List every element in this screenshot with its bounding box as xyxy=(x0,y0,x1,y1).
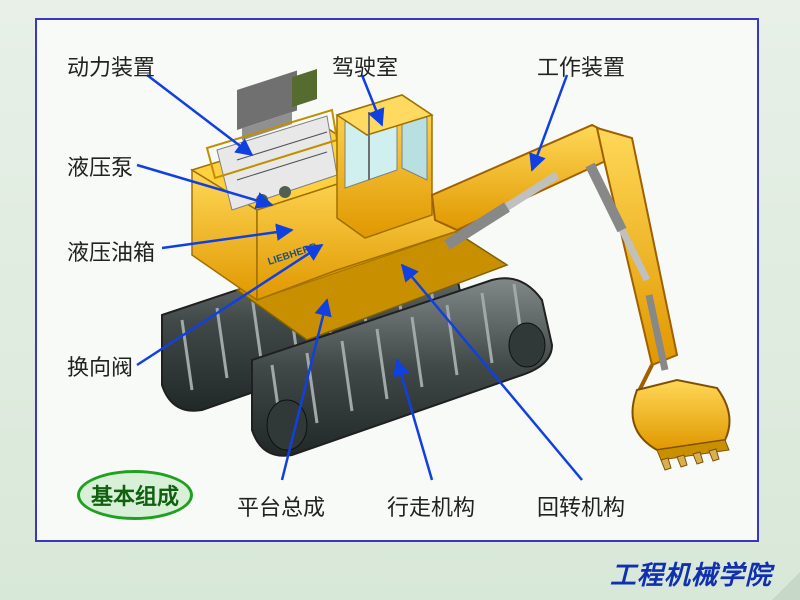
corner-fold-decoration xyxy=(772,572,800,600)
title-badge: 基本组成 xyxy=(77,470,193,520)
label-platform: 平台总成 xyxy=(237,490,325,522)
label-hydraulic-pump: 液压泵 xyxy=(67,150,133,182)
footer-text: 工程机械学院 xyxy=(610,555,772,592)
excavator-illustration: LIEBHERR xyxy=(37,20,757,540)
diagram-frame: LIEBHERR 动力装置 驾驶室 工作装置 液压泵 液压油箱 换向阀 平台总成… xyxy=(35,18,759,542)
label-work-device: 工作装置 xyxy=(537,50,625,82)
label-cab: 驾驶室 xyxy=(332,50,398,82)
label-travel: 行走机构 xyxy=(387,490,475,522)
pointer-lines xyxy=(37,20,757,540)
label-slewing: 回转机构 xyxy=(537,490,625,522)
title-badge-text: 基本组成 xyxy=(91,479,179,511)
label-power-unit: 动力装置 xyxy=(67,50,155,82)
svg-text:LIEBHERR: LIEBHERR xyxy=(267,241,320,267)
label-direction-valve: 换向阀 xyxy=(67,350,133,382)
label-hydraulic-tank: 液压油箱 xyxy=(67,235,155,267)
